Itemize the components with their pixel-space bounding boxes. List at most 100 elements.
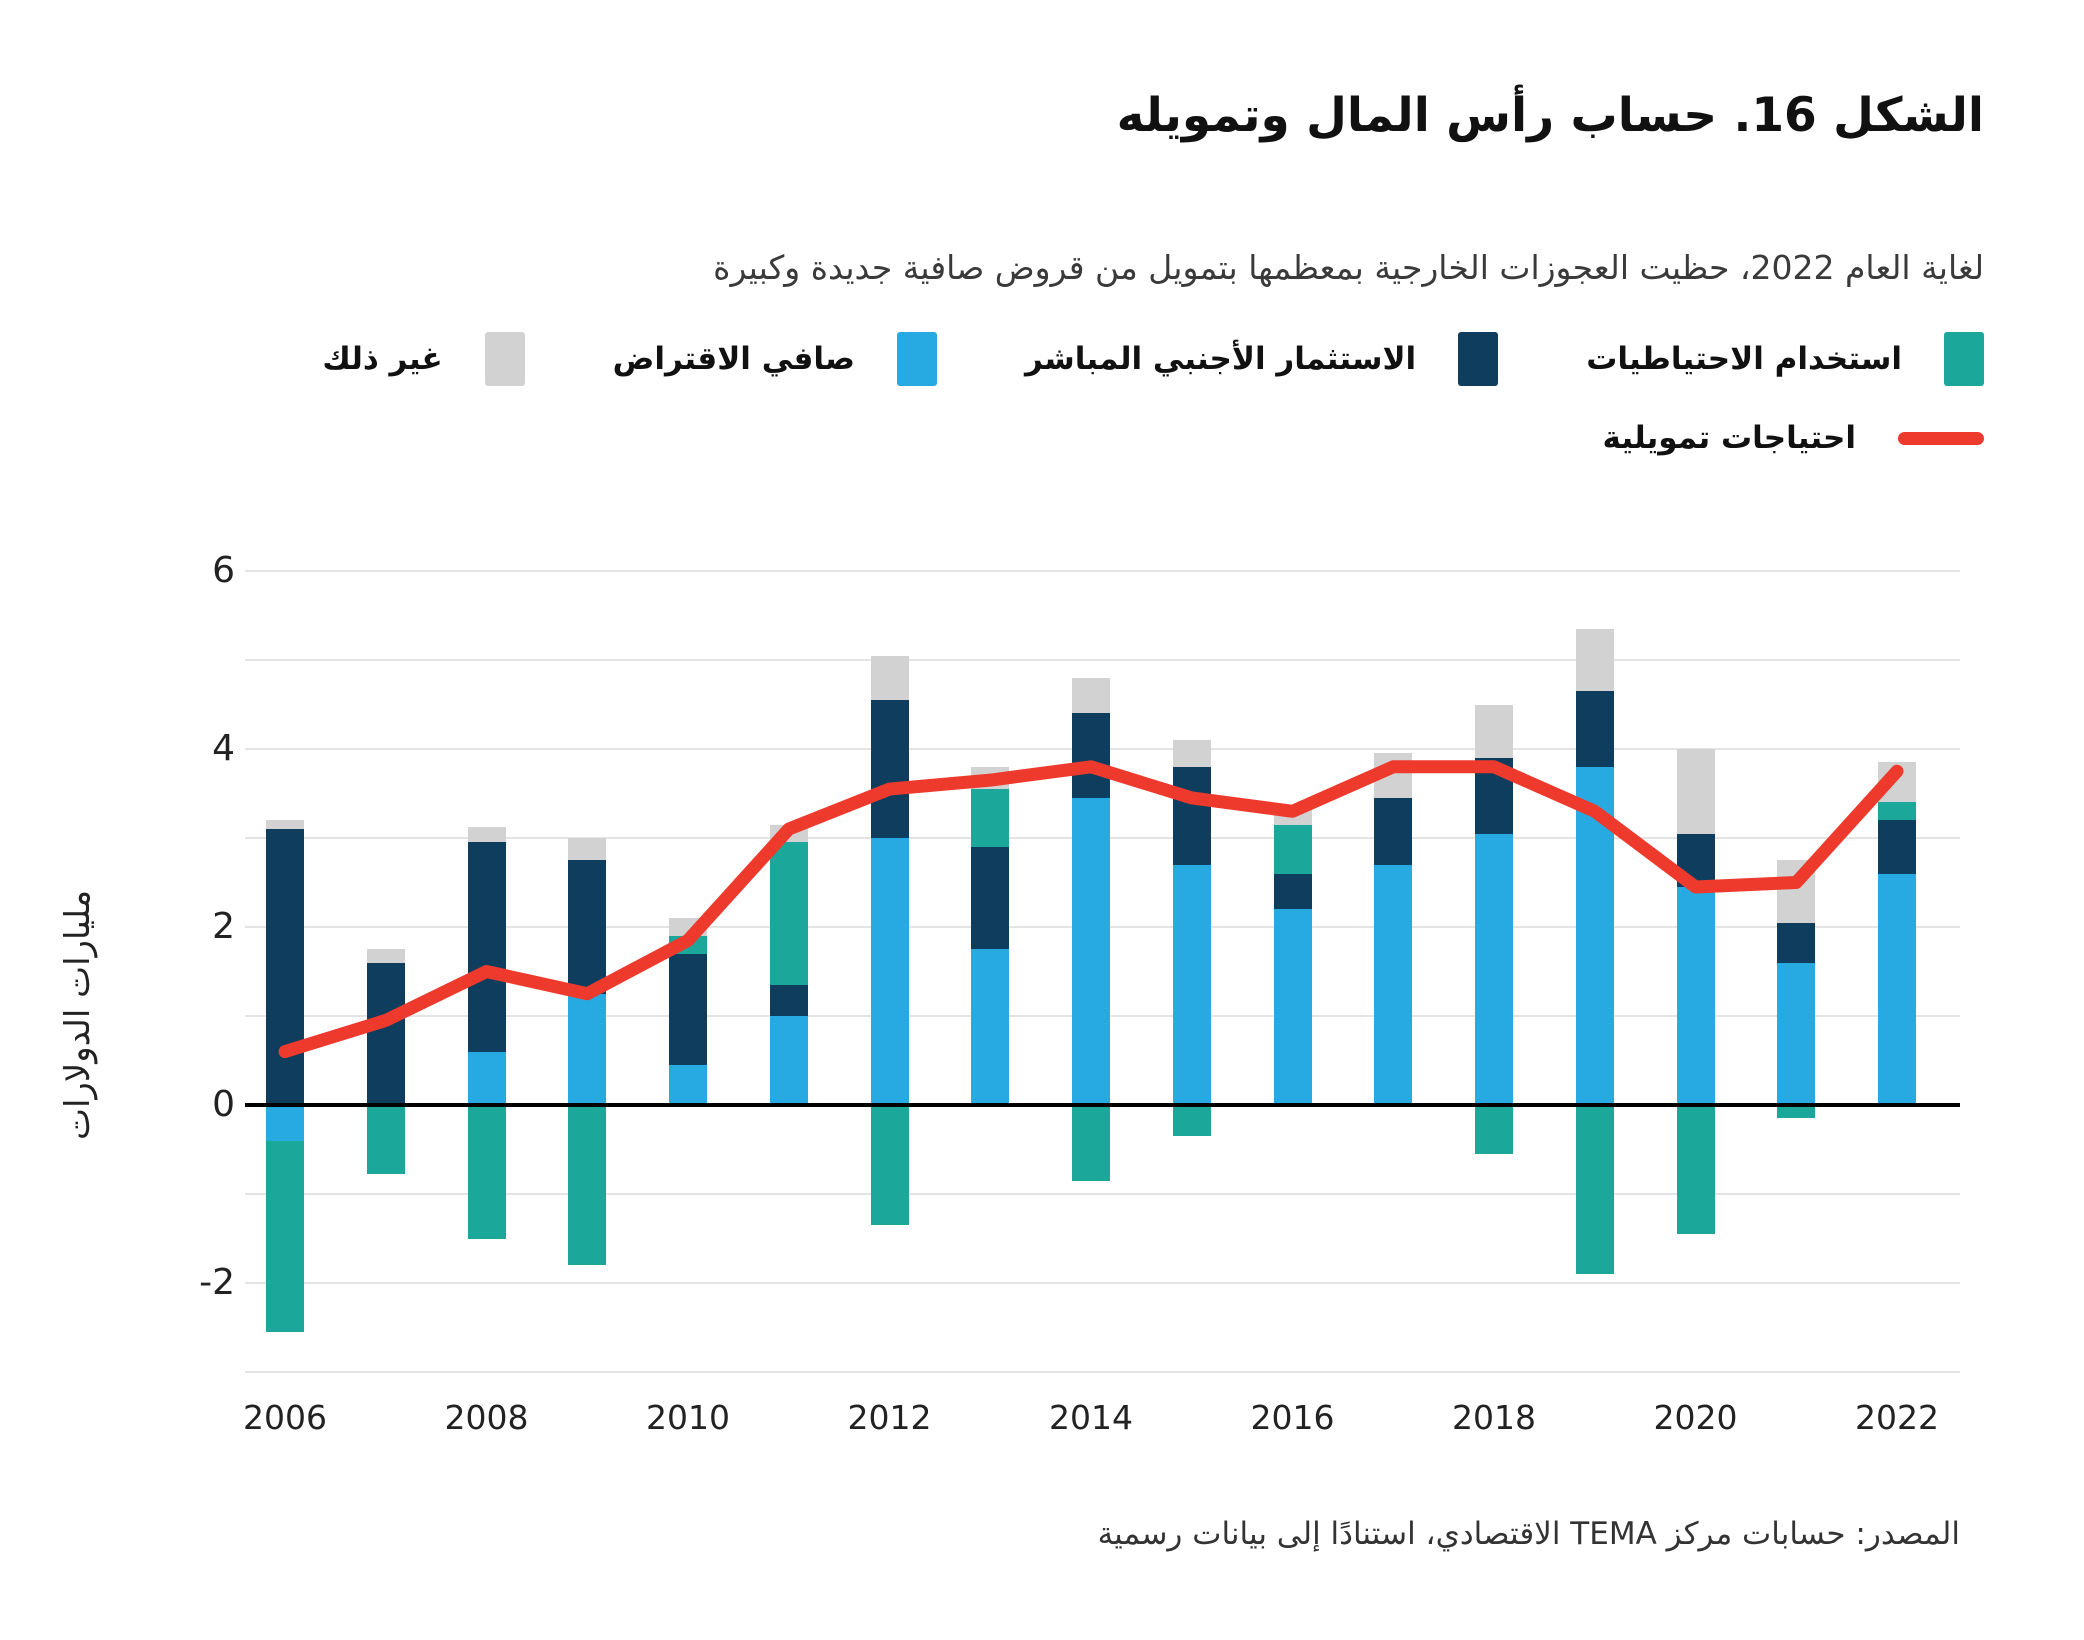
bar-2015-net_borrowing [1172,864,1211,1105]
bar-2013-fdi [971,846,1010,950]
net_borrowing-swatch [896,332,937,386]
financing-needs-line-swatch [1898,431,1984,445]
bar-2006-other [266,820,304,830]
bar-2008-other [467,827,506,843]
reserves-swatch [1944,332,1984,386]
bar-2020-reserves [1676,1105,1715,1235]
x-tick-2012: 2012 [847,1398,932,1437]
legend-bar-items-row: استخدام الاحتياطيات الاستثمار الأجنبي الم… [100,332,1984,386]
legend-item-label: غير ذلك [322,341,443,377]
gridline-y-6 [245,570,1960,572]
bar-2014-fdi [1072,713,1110,798]
bar-2007-fdi [366,962,405,1105]
y-tick-6: 6 [212,550,235,591]
bar-2022-reserves [1878,802,1916,821]
bar-2009-reserves [568,1105,607,1266]
legend-line-item-row: احتياجات تمويلية [100,420,1984,456]
bar-2006-fdi [266,829,304,1105]
bar-2018-other [1475,704,1513,758]
x-tick-2020: 2020 [1653,1398,1738,1437]
x-tick-2016: 2016 [1250,1398,1335,1437]
gridline-y--1 [245,1193,1960,1195]
bar-2014-other [1072,677,1110,714]
bar-2015-fdi [1172,766,1211,865]
bar-2009-other [568,838,607,861]
gridline-y--3 [245,1371,1960,1373]
gridline-y-5 [245,659,1960,661]
legend-item-net_borrowing: صافي الاقتراض [613,332,937,386]
bar-2020-other [1676,749,1715,834]
legend-item-label: استخدام الاحتياطيات [1586,341,1902,377]
y-tick-2: 2 [212,906,235,947]
bar-2015-other [1172,740,1211,767]
bar-2014-reserves [1072,1105,1110,1181]
bar-2022-net_borrowing [1878,873,1916,1105]
y-axis-title: مليارات الدولارات [58,889,98,1141]
bar-2011-reserves [769,842,808,985]
bar-2021-reserves [1777,1105,1816,1119]
bar-2021-fdi [1777,922,1816,963]
bar-2007-other [366,949,405,963]
bar-2008-net_borrowing [467,1051,506,1105]
x-tick-2018: 2018 [1452,1398,1536,1437]
other-swatch [484,332,525,386]
financing-needs-polyline [278,760,1904,1059]
bar-2013-reserves [971,789,1010,847]
bar-2006-reserves [266,1140,304,1332]
bar-2020-net_borrowing [1676,886,1715,1105]
bar-2021-net_borrowing [1777,962,1816,1105]
bar-2012-other [870,655,909,701]
bar-2013-net_borrowing [971,949,1010,1105]
chart-legend: استخدام الاحتياطيات الاستثمار الأجنبي الم… [100,332,1984,490]
x-tick-2014: 2014 [1049,1398,1133,1437]
legend-item-financing-needs: احتياجات تمويلية [1603,420,1984,456]
bar-2014-net_borrowing [1072,797,1110,1105]
bar-2008-fdi [467,842,506,1052]
bar-2019-reserves [1575,1105,1614,1275]
bar-2012-net_borrowing [870,838,909,1105]
bar-2015-reserves [1172,1105,1211,1137]
bar-2017-net_borrowing [1374,864,1413,1105]
y-tick--2: -2 [199,1262,235,1303]
bar-2017-fdi [1374,797,1413,865]
y-tick-0: 0 [212,1084,235,1125]
bar-2011-net_borrowing [769,1016,808,1105]
bar-2010-net_borrowing [669,1064,707,1105]
x-tick-2008: 2008 [444,1398,529,1437]
bar-2019-other [1575,628,1614,692]
fdi-swatch [1458,332,1499,386]
bar-2018-reserves [1475,1105,1513,1154]
legend-item-fdi: الاستثمار الأجنبي المباشر [1025,332,1499,386]
x-tick-2006: 2006 [243,1398,327,1437]
bar-2016-reserves [1273,824,1312,874]
bar-2011-fdi [769,984,808,1016]
bar-2012-fdi [870,700,909,838]
financing-needs-line [278,760,1904,1059]
figure-subtitle: لغاية العام 2022، حظيت العجوزات الخارجية… [713,248,1984,287]
legend-item-label: احتياجات تمويلية [1602,420,1856,456]
source-note: المصدر: حسابات مركز TEMA الاقتصادي، استن… [1097,1516,1960,1552]
bar-2009-net_borrowing [568,993,607,1105]
zero-axis-line [245,1103,1960,1107]
bar-2022-fdi [1878,820,1916,874]
bar-2010-fdi [669,953,707,1065]
legend-item-label: صافي الاقتراض [612,341,855,377]
bar-2016-fdi [1273,873,1312,910]
bar-2016-net_borrowing [1273,909,1312,1105]
bar-2008-reserves [467,1105,506,1239]
bar-2007-reserves [366,1105,405,1174]
y-tick-4: 4 [212,728,235,769]
bar-2006-net_borrowing [266,1105,304,1141]
bar-2019-fdi [1575,691,1614,767]
bar-2009-fdi [568,860,607,994]
legend-item-reserves: استخدام الاحتياطيات [1586,332,1984,386]
bar-2018-net_borrowing [1475,833,1513,1105]
bar-2012-reserves [870,1105,909,1226]
figure-title: الشكل 16. حساب رأس المال وتمويله [1116,88,1984,143]
x-tick-2010: 2010 [646,1398,730,1437]
plot-area [245,560,1960,1390]
x-tick-2022: 2022 [1855,1398,1939,1437]
legend-item-other: غير ذلك [322,332,525,386]
gridline-y--2 [245,1282,1960,1284]
